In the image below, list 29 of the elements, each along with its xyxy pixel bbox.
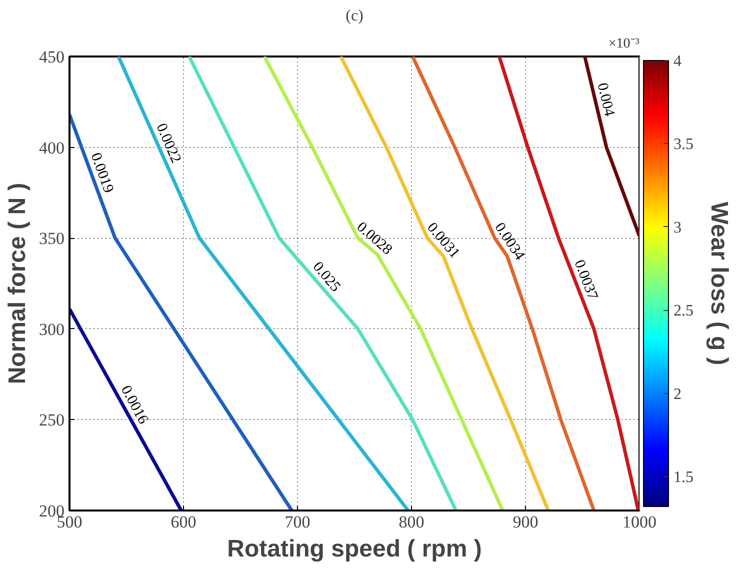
line-series xyxy=(187,56,458,510)
text: 0.0037 xyxy=(570,258,601,303)
color-bar-label: 4 xyxy=(674,53,682,70)
text: 0.004 xyxy=(594,81,618,118)
text: ×10⁻³ xyxy=(608,36,640,52)
y-tick-label: 450 xyxy=(39,48,64,66)
line-series xyxy=(410,56,596,510)
x-axis-title: Rotating speed ( rpm ) xyxy=(227,536,482,562)
y-tick-label: 300 xyxy=(39,320,64,339)
y-tick-label: 350 xyxy=(39,229,64,248)
color-bar-label: 3.5 xyxy=(674,136,694,154)
text: 0.0022 xyxy=(152,121,184,166)
x-tick-label: 1000 xyxy=(622,512,656,532)
x-tick-label: 900 xyxy=(512,512,538,532)
color-bar-label: 3 xyxy=(674,219,682,236)
color-bar-label: 1.5 xyxy=(674,469,694,486)
color-bar-label: 2 xyxy=(674,386,682,403)
color-bar-title: Wear loss ( g ) xyxy=(706,202,732,366)
x-tick-label: 600 xyxy=(170,512,196,532)
line-series xyxy=(498,56,640,510)
y-tick-label: 250 xyxy=(39,410,64,430)
color-bar-label: 2.5 xyxy=(674,302,694,320)
x-tick-label: 700 xyxy=(284,512,310,532)
line-series xyxy=(339,56,550,510)
chart-title: (c) xyxy=(346,8,364,24)
text: 0.0019 xyxy=(87,150,116,196)
y-tick-label: 400 xyxy=(39,138,64,158)
x-tick-label: 800 xyxy=(398,512,424,532)
y-axis-title: Normal force ( N ) xyxy=(4,182,31,384)
